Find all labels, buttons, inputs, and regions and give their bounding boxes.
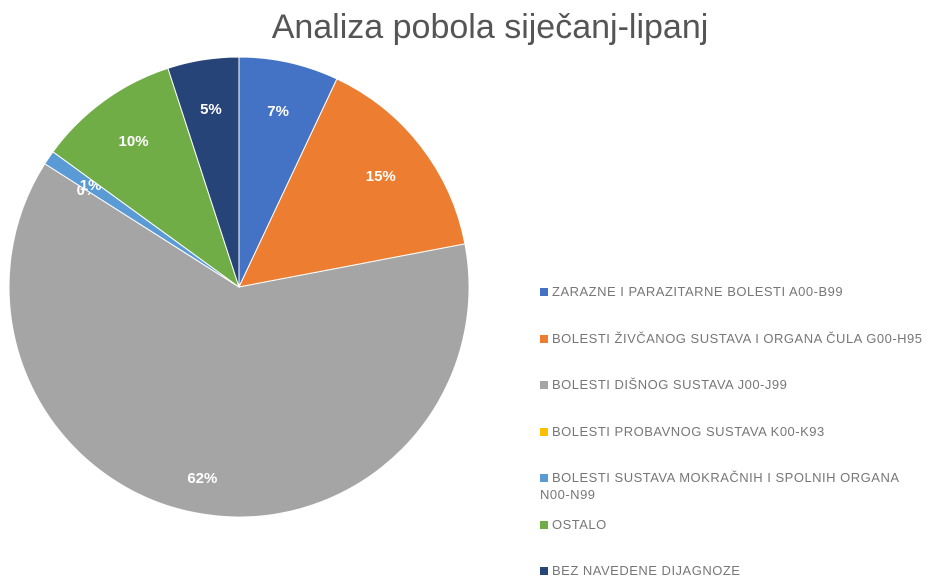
legend-label: BEZ NAVEDENE DIJAGNOZE: [552, 563, 741, 578]
data-label: 5%: [200, 101, 222, 118]
chart-title: Analiza pobola siječanj-lipanj: [271, 8, 709, 46]
legend-swatch: [540, 520, 548, 529]
legend-entry: BOLESTI ŽIVČANOG SUSTAVA I ORGANA ČULA G…: [540, 330, 930, 347]
legend-swatch: [540, 474, 548, 482]
legend-swatch: [540, 567, 548, 575]
legend-entry: BEZ NAVEDENE DIJAGNOZE: [540, 562, 930, 579]
legend-label: OSTALO: [552, 516, 607, 532]
legend-entry: ZARAZNE I PARAZITARNE BOLESTI A00-B99: [540, 283, 930, 300]
legend-label: BOLESTI PROBAVNOG SUSTAVA K00-K93: [552, 423, 825, 439]
data-label: 62%: [187, 470, 217, 487]
pie-slice: [8, 163, 470, 518]
data-label: 10%: [119, 133, 149, 150]
pie-slice: [238, 56, 338, 288]
legend-entry: BOLESTI DIŠNOG SUSTAVA J00-J99: [540, 376, 930, 393]
pie-slice: [167, 56, 240, 288]
pie-slice: [52, 67, 240, 289]
pie-slice: [238, 78, 466, 288]
legend-entry: BOLESTI SUSTAVA MOKRAČNIH I SPOLNIH ORGA…: [540, 469, 930, 503]
legend-entry: OSTALO: [540, 516, 930, 533]
legend-swatch: [540, 381, 548, 389]
legend-entry: BOLESTI PROBAVNOG SUSTAVA K00-K93: [540, 423, 930, 440]
legend-label: BOLESTI SUSTAVA MOKRAČNIH I SPOLNIH ORGA…: [540, 470, 899, 502]
legend-label: ZARAZNE I PARAZITARNE BOLESTI A00-B99: [552, 284, 844, 299]
data-label: 15%: [366, 168, 396, 185]
legend-swatch: [540, 288, 548, 296]
legend-swatch: [540, 427, 548, 436]
legend-label: BOLESTI DIŠNOG SUSTAVA J00-J99: [552, 377, 788, 392]
legend-label: BOLESTI ŽIVČANOG SUSTAVA I ORGANA ČULA G…: [552, 330, 923, 346]
data-label: 7%: [267, 103, 289, 120]
legend-swatch: [540, 334, 548, 343]
